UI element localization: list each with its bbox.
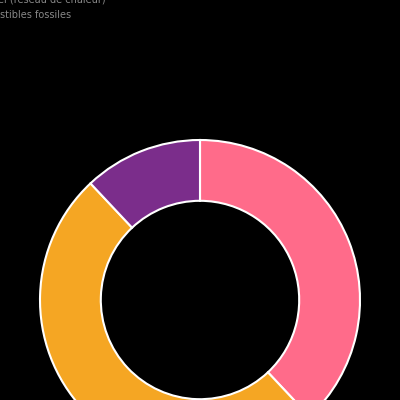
Wedge shape — [200, 140, 360, 400]
Wedge shape — [40, 183, 310, 400]
Wedge shape — [90, 140, 200, 228]
Legend: Electricité renouvelable, Chauffage urbain et industriel (réseau de chaleur), Ga: Electricité renouvelable, Chauffage urba… — [0, 0, 108, 23]
